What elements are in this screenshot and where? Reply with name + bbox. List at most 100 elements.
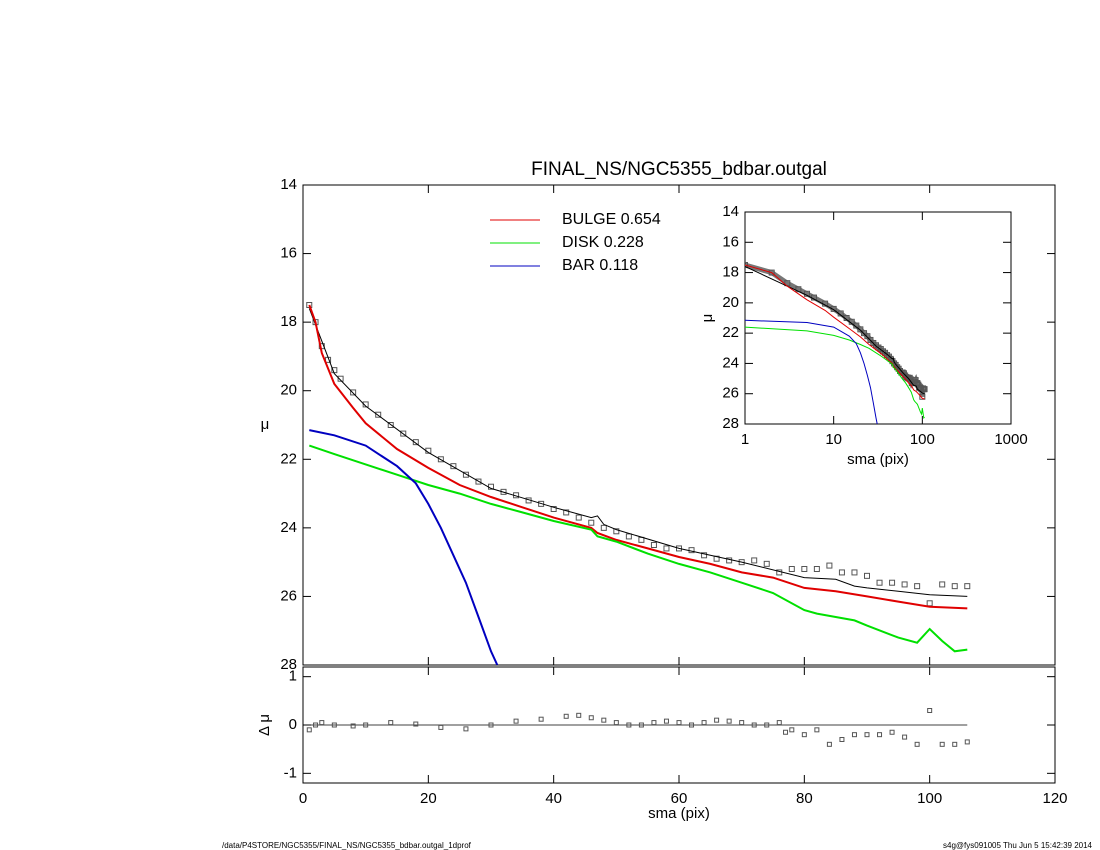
model-line: [745, 266, 925, 395]
data-point: [475, 478, 482, 485]
x-tick-label: 100: [917, 790, 942, 807]
model-line: [745, 319, 878, 424]
model-line: [308, 304, 968, 610]
plot-frame: [302, 184, 1056, 666]
data-point: [337, 375, 344, 382]
data-point: [864, 333, 871, 340]
footer-left: /data/P4STORE/NGC5355/FINAL_NS/NGC5355_b…: [222, 841, 472, 850]
data-point: [550, 506, 557, 512]
data-point: [676, 545, 682, 552]
y-tick-label: 14: [722, 203, 739, 220]
residual-point: [952, 741, 958, 747]
data-point: [864, 572, 870, 579]
residual-point: [538, 716, 544, 722]
data-point: [919, 393, 926, 400]
y-tick-label: 24: [280, 519, 297, 536]
data-point: [951, 583, 958, 590]
plot-frame: [744, 211, 1012, 425]
data-point: [830, 305, 837, 312]
residual-point: [783, 729, 789, 735]
data-point: [613, 528, 620, 535]
x-tick-label: 1000: [994, 431, 1027, 448]
data-point: [701, 552, 708, 559]
data-point: [575, 514, 582, 521]
residual-point: [413, 721, 419, 727]
data-point: [889, 579, 896, 586]
residual-point: [488, 722, 494, 728]
residual-point: [739, 720, 745, 726]
residual-point: [463, 726, 469, 732]
y-tick-label: 28: [722, 415, 739, 432]
data-point: [663, 545, 670, 552]
residual-point: [914, 741, 920, 747]
x-tick-label: 120: [1042, 790, 1067, 807]
residual-point: [764, 722, 770, 728]
residual-point: [613, 720, 619, 726]
data-point: [387, 422, 394, 428]
residual-point: [388, 720, 394, 726]
data-point: [745, 262, 748, 268]
legend-label: DISK 0.228: [562, 234, 644, 251]
y-tick-label: 16: [280, 245, 297, 262]
plot-area: [745, 262, 928, 424]
y-tick-label: 20: [722, 294, 739, 311]
data-point: [801, 566, 808, 572]
residual-point: [319, 720, 325, 726]
data-point: [563, 509, 570, 516]
residual-point: [877, 732, 883, 738]
data-point: [851, 569, 858, 576]
x-tick-label: 100: [910, 431, 935, 448]
x-axis-label: sma (pix): [847, 451, 909, 468]
data-line: [745, 262, 926, 397]
data-point: [914, 583, 921, 590]
model-line: [309, 429, 499, 665]
data-point: [861, 330, 868, 337]
residual-point: [601, 717, 607, 723]
y-axis-label: μ: [699, 314, 716, 323]
x-tick-label: 80: [796, 790, 813, 807]
data-point: [375, 411, 382, 418]
residual-point: [588, 715, 594, 721]
y-tick-label: 26: [280, 587, 297, 604]
y-tick-label: 22: [280, 450, 297, 467]
residual-point: [939, 741, 945, 747]
plot-area: [306, 302, 971, 665]
data-point: [350, 389, 357, 396]
y-tick-label: -1: [284, 764, 297, 781]
residual-point: [789, 727, 795, 733]
residual-point: [350, 723, 356, 729]
y-tick-label: 22: [722, 324, 739, 341]
y-tick-label: 28: [280, 656, 297, 673]
residual-point: [306, 727, 312, 733]
data-point: [650, 542, 657, 548]
data-point: [437, 456, 444, 463]
residual-point: [927, 708, 933, 713]
x-tick-label: 1: [741, 431, 749, 448]
data-point: [921, 386, 928, 393]
residual-point: [331, 722, 337, 728]
residual-point: [438, 724, 444, 730]
data-point: [726, 557, 733, 564]
y-tick-label: 16: [722, 233, 739, 250]
residual-point: [689, 722, 695, 728]
data-point: [826, 562, 833, 569]
residual-point: [726, 718, 732, 724]
model-line: [308, 444, 968, 653]
x-tick-label: 0: [299, 790, 307, 807]
residual-point: [513, 718, 519, 724]
x-axis-label: sma (pix): [648, 805, 710, 822]
residual-point: [563, 713, 569, 719]
data-point: [926, 600, 933, 607]
y-axis-label: μ: [261, 416, 270, 433]
data-point: [857, 326, 864, 333]
residual-point: [363, 722, 369, 728]
data-point: [450, 463, 457, 470]
residual-point: [839, 737, 845, 742]
data-point: [362, 401, 369, 408]
y-tick-label: 14: [280, 176, 297, 193]
residual-point: [313, 722, 319, 728]
legend-label: BULGE 0.654: [562, 211, 661, 228]
residual-point: [814, 727, 820, 733]
data-point: [884, 352, 891, 359]
